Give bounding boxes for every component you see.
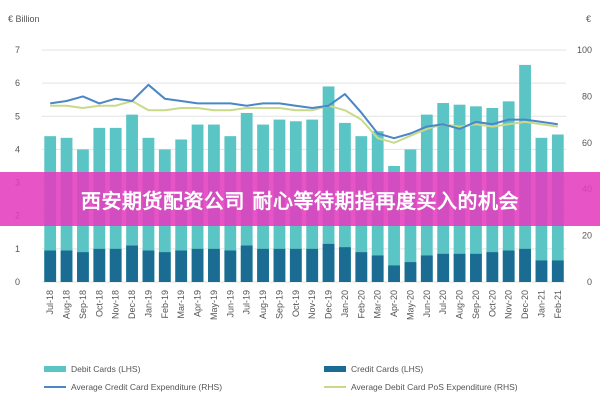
x-tick-label: Nov-18 <box>111 290 121 319</box>
bar-credit-cards <box>371 255 384 282</box>
bar-credit-cards <box>339 247 351 282</box>
x-tick-label: Apr-20 <box>389 290 399 317</box>
x-tick-label: Mar-19 <box>176 290 186 319</box>
bar-credit-cards <box>93 248 106 282</box>
legend-swatch <box>44 386 66 388</box>
bar-credit-cards <box>502 250 515 282</box>
x-tick-label: Mar-20 <box>373 290 383 319</box>
bar-credit-cards <box>142 250 155 282</box>
x-tick-label: Jan-19 <box>143 290 153 318</box>
x-tick-label: Feb-19 <box>160 290 170 319</box>
series-lines <box>50 83 558 144</box>
x-tick-label: Oct-19 <box>291 290 301 317</box>
line-avg-credit-card-expenditure <box>50 83 558 140</box>
y-left-tick-label: 6 <box>15 78 20 88</box>
x-tick-label: Jan-21 <box>536 290 546 318</box>
x-tick-label: Aug-20 <box>455 290 465 319</box>
bar-credit-cards <box>208 248 220 282</box>
legend-label: Debit Cards (LHS) <box>71 364 141 374</box>
y-right-tick-label: 0 <box>587 277 592 287</box>
x-tick-label: Feb-20 <box>356 290 366 319</box>
bar-credit-cards <box>60 250 73 282</box>
bar-credit-cards <box>519 248 531 282</box>
x-tick-label: Oct-18 <box>94 290 104 317</box>
x-tick-label: Jul-18 <box>45 290 55 315</box>
y-left-tick-label: 7 <box>15 45 20 55</box>
promo-banner[interactable]: 西安期货配资公司 耐心等待期指再度买入的机会 <box>0 172 600 226</box>
bar-credit-cards <box>224 250 237 282</box>
x-tick-label: Sep-18 <box>78 290 88 319</box>
left-axis-unit: € Billion <box>8 14 40 24</box>
bar-credit-cards <box>273 248 286 282</box>
bar-credit-cards <box>388 265 400 282</box>
x-tick-label: Dec-19 <box>324 290 334 319</box>
bar-credit-cards <box>175 250 188 282</box>
y-right-tick-label: 80 <box>582 91 592 101</box>
bar-credit-cards <box>240 245 253 282</box>
legend-label: Credit Cards (LHS) <box>351 364 424 374</box>
bar-credit-cards <box>289 248 302 282</box>
y-left-tick-label: 1 <box>15 244 20 254</box>
x-tick-label: Jun-20 <box>422 290 432 318</box>
x-tick-label: Jul-20 <box>438 290 448 315</box>
bar-credit-cards <box>486 252 499 282</box>
y-left-tick-label: 0 <box>15 277 20 287</box>
bar-credit-cards <box>191 248 204 282</box>
bar-credit-cards <box>44 250 57 282</box>
legend-item-debit-cards: Debit Cards (LHS) <box>44 364 140 374</box>
x-tick-label: Jul-19 <box>242 290 252 315</box>
bar-credit-cards <box>551 260 564 282</box>
bar-credit-cards <box>420 255 433 282</box>
y-right-tick-label: 20 <box>582 231 592 241</box>
y-left-tick-label: 5 <box>15 111 20 121</box>
x-tick-label: Jan-20 <box>340 290 350 318</box>
bar-credit-cards <box>437 253 450 282</box>
y-right-tick-label: 60 <box>582 138 592 148</box>
x-tick-label: May-20 <box>405 290 415 320</box>
legend-item-avg-credit-expenditure: Average Credit Card Expenditure (RHS) <box>44 382 222 392</box>
legend-item-credit-cards: Credit Cards (LHS) <box>324 364 423 374</box>
legend: Debit Cards (LHS) Credit Cards (LHS) Ave… <box>0 358 600 400</box>
legend-swatch <box>324 386 346 388</box>
legend-label: Average Credit Card Expenditure (RHS) <box>71 382 223 392</box>
x-tick-label: May-19 <box>209 290 219 320</box>
legend-item-avg-debit-pos-expenditure: Average Debit Card PoS Expenditure (RHS) <box>324 382 518 392</box>
bar-credit-cards <box>158 252 171 282</box>
bar-credit-cards <box>453 253 466 282</box>
legend-label: Average Debit Card PoS Expenditure (RHS) <box>351 382 518 392</box>
bar-credit-cards <box>322 243 335 282</box>
line-avg-debit-card-pos-expenditure <box>50 100 558 144</box>
bar-credit-cards <box>126 245 138 282</box>
bar-credit-cards <box>306 248 319 282</box>
bar-credit-cards <box>404 262 417 282</box>
x-tick-label: Feb-21 <box>553 290 563 319</box>
x-tick-label: Oct-20 <box>487 290 497 317</box>
x-tick-label: Sep-19 <box>274 290 284 319</box>
right-axis-unit: € <box>586 14 591 24</box>
banner-text: 西安期货配资公司 耐心等待期指再度买入的机会 <box>81 188 519 213</box>
y-right-tick-label: 100 <box>577 45 592 55</box>
x-tick-label: Dec-20 <box>520 290 530 319</box>
bar-credit-cards <box>470 253 482 282</box>
x-tick-label: Nov-20 <box>504 290 514 319</box>
bar-credit-cards <box>77 252 89 282</box>
x-tick-label: Sep-20 <box>471 290 481 319</box>
legend-swatch <box>324 366 346 372</box>
x-tick-label: Apr-19 <box>193 290 203 317</box>
x-tick-label: Jun-19 <box>225 290 235 318</box>
x-tick-label: Nov-19 <box>307 290 317 319</box>
bar-credit-cards <box>109 248 122 282</box>
x-tick-label: Aug-19 <box>258 290 268 319</box>
legend-swatch <box>44 366 66 372</box>
x-tick-label: Aug-18 <box>62 290 72 319</box>
x-tick-labels: Jul-18 Aug-18 Sep-18 Oct-18 Nov-18 Dec-18 Jan-… <box>45 290 563 320</box>
bar-credit-cards <box>355 252 368 282</box>
x-tick-label: Dec-18 <box>127 290 137 319</box>
y-left-tick-label: 4 <box>15 144 20 154</box>
bar-credit-cards <box>257 248 269 282</box>
bar-credit-cards <box>535 260 548 282</box>
